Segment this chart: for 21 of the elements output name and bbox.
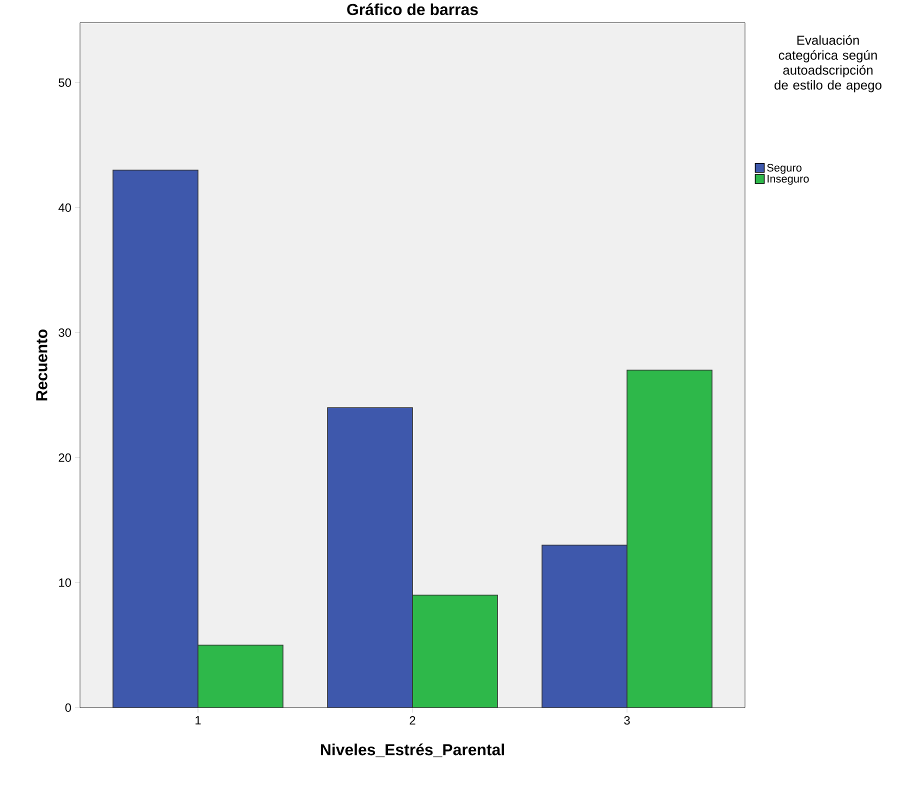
y-tick-label: 10 [59, 578, 72, 588]
y-tick-label: 50 [58, 78, 72, 88]
bar [327, 407, 413, 708]
y-tick-label: 0 [65, 704, 72, 712]
x-axis-title: Niveles_Estrés_Parental [320, 744, 504, 758]
y-axis-title: Recuento [36, 330, 48, 401]
x-tick-label: 2 [410, 716, 416, 725]
legend-label: Seguro [767, 164, 802, 174]
bar [112, 170, 198, 708]
x-tick-label: 1 [196, 716, 201, 725]
bar [198, 645, 283, 708]
x-tick-label: 3 [624, 716, 630, 725]
bar [412, 594, 498, 708]
bar [542, 544, 628, 708]
chart-title: Gráfico de barras [347, 3, 478, 16]
y-tick-label: 30 [58, 328, 72, 338]
y-tick-label: 20 [58, 454, 72, 462]
bar [626, 370, 712, 708]
y-tick-label: 40 [58, 204, 72, 212]
legend-title: Evaluación categórica según autoadscripción de estilo de apego [774, 35, 882, 92]
legend-label: Inseguro [768, 175, 809, 185]
